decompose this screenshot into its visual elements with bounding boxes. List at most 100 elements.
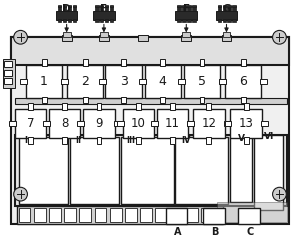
Text: 8: 8 [61,117,68,130]
Bar [187,5,191,7]
Bar [62,103,67,110]
Bar [45,121,52,126]
Bar [176,137,229,204]
Bar [49,208,61,222]
Bar [105,65,142,98]
Bar [155,208,167,222]
Bar [160,97,165,104]
Text: C: C [246,227,254,237]
Bar [73,5,76,7]
Bar [125,208,137,222]
Bar [178,19,181,22]
Bar [223,5,226,7]
Bar [227,19,231,22]
Text: A: A [174,227,181,237]
Text: 2: 2 [81,75,89,88]
Bar [254,135,284,210]
Bar [178,6,181,11]
Bar [244,103,249,110]
Bar [105,5,108,7]
Text: 13: 13 [239,117,254,130]
Bar [16,206,223,223]
Bar [145,65,181,98]
Bar [140,208,152,222]
Bar [95,19,98,22]
Bar [232,19,236,22]
Bar [63,6,66,11]
Bar [136,137,141,144]
Bar [178,79,185,84]
Bar [100,19,103,22]
Bar [56,11,77,20]
Text: G: G [222,4,231,14]
Circle shape [14,187,27,201]
Bar [68,5,71,7]
Bar [63,5,66,7]
Bar [19,137,68,204]
Bar [34,208,46,222]
Bar [99,35,109,41]
Bar [26,65,62,98]
Text: 5: 5 [198,75,206,88]
Bar [187,6,191,11]
Bar [182,35,191,41]
Text: E: E [100,4,107,14]
Bar [182,19,186,22]
Circle shape [273,187,286,201]
Circle shape [273,30,286,44]
Bar [80,208,91,222]
Bar [67,65,104,98]
Bar [223,19,226,22]
Bar [83,97,88,104]
Bar [70,137,118,204]
Bar [121,137,173,204]
Bar [206,103,211,110]
Text: 10: 10 [131,117,146,130]
Bar [110,19,113,22]
Text: 4: 4 [159,75,167,88]
Bar [141,79,148,84]
Text: 1: 1 [40,75,48,88]
Bar [192,6,196,11]
Bar [222,35,231,41]
Bar [62,35,71,41]
Text: I: I [25,136,28,145]
Bar [100,6,103,11]
Text: 11: 11 [165,117,180,130]
Bar [230,109,262,138]
Bar [223,6,226,11]
Bar [28,137,33,144]
Bar [218,5,221,7]
Bar [3,59,15,88]
Bar [192,19,196,22]
Bar [192,5,196,7]
Bar [206,137,211,144]
Bar [224,121,230,126]
Bar [110,5,113,7]
Bar [182,6,186,11]
Bar [193,109,224,138]
Bar [100,32,108,37]
Bar [100,5,103,7]
Bar [200,59,204,66]
Bar [219,79,226,84]
Bar [232,6,236,11]
Bar [77,121,84,126]
Bar [68,6,71,11]
Bar [95,6,98,11]
Bar [97,103,101,110]
Bar [139,79,145,84]
Bar [219,79,226,84]
Bar [180,79,187,84]
Bar [244,137,249,144]
Bar [186,208,198,222]
Text: 12: 12 [201,117,216,130]
Bar [80,121,86,126]
Bar [95,5,98,7]
Bar [4,79,12,84]
Bar [238,208,260,223]
Bar [83,109,115,138]
Bar [73,19,76,22]
Text: B: B [211,227,218,237]
Text: VI: VI [263,132,274,141]
